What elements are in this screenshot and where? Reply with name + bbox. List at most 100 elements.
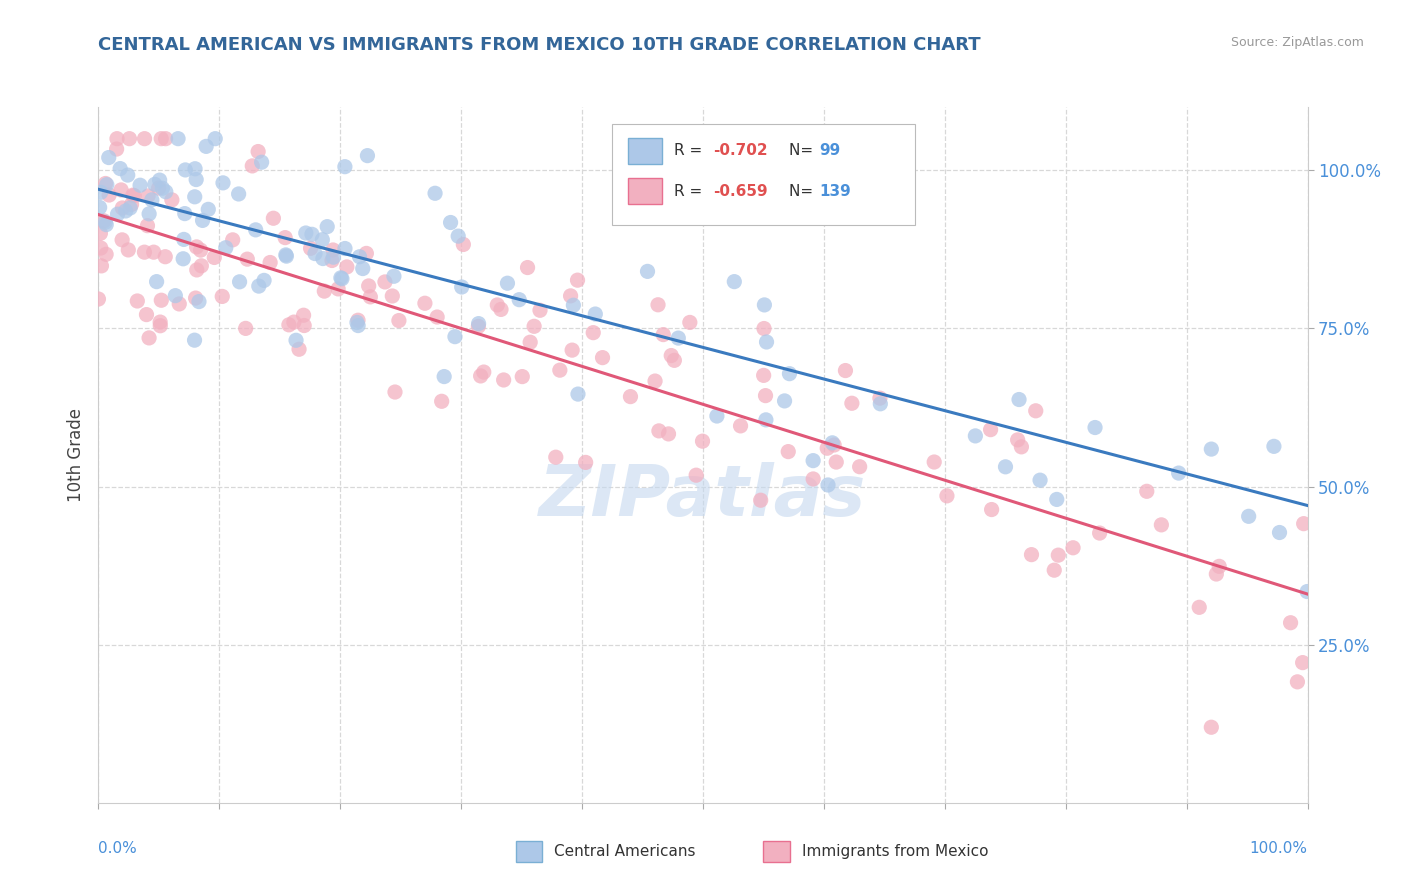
Point	[356, 148, 378, 162]
Point	[575, 455, 598, 469]
Point	[685, 468, 707, 483]
Bar	[763, 841, 790, 862]
Point	[312, 252, 335, 266]
Point	[516, 260, 538, 275]
Point	[150, 131, 173, 145]
Point	[965, 429, 987, 443]
Point	[333, 160, 356, 174]
Point	[122, 188, 145, 202]
Point	[186, 172, 208, 186]
Point	[869, 397, 891, 411]
Point	[330, 271, 353, 285]
Point	[801, 453, 824, 467]
Point	[657, 426, 679, 441]
FancyBboxPatch shape	[612, 124, 915, 226]
Point	[108, 161, 131, 176]
Point	[121, 197, 143, 211]
Point	[211, 289, 233, 303]
Point	[1292, 516, 1315, 531]
Point	[652, 327, 675, 342]
Point	[145, 275, 167, 289]
Point	[523, 319, 546, 334]
Point	[87, 292, 110, 306]
Point	[105, 142, 128, 156]
Point	[548, 363, 571, 377]
Point	[274, 248, 297, 262]
Point	[236, 252, 259, 267]
Point	[138, 207, 160, 221]
Point	[90, 186, 112, 200]
Point	[1286, 674, 1309, 689]
Point	[492, 373, 515, 387]
Point	[322, 250, 344, 264]
Point	[1084, 420, 1107, 434]
Point	[301, 227, 323, 242]
Point	[994, 459, 1017, 474]
Point	[1150, 517, 1173, 532]
Point	[349, 250, 371, 264]
Text: N=: N=	[789, 184, 818, 199]
Point	[141, 193, 163, 207]
Point	[167, 131, 190, 145]
Point	[430, 394, 453, 409]
Point	[117, 168, 139, 182]
Point	[259, 255, 281, 269]
Point	[173, 232, 195, 246]
Point	[135, 308, 157, 322]
Point	[815, 441, 838, 455]
Text: 100.0%: 100.0%	[1250, 841, 1308, 856]
Point	[450, 280, 472, 294]
Point	[817, 478, 839, 492]
Point	[935, 489, 957, 503]
Point	[149, 173, 172, 187]
Text: Immigrants from Mexico: Immigrants from Mexico	[803, 844, 988, 859]
Point	[1043, 563, 1066, 577]
Point	[749, 493, 772, 508]
Point	[292, 308, 315, 322]
Point	[561, 343, 583, 358]
Point	[752, 321, 775, 335]
Point	[326, 282, 349, 296]
Point	[644, 374, 666, 388]
Point	[148, 181, 170, 195]
Point	[453, 237, 475, 252]
Point	[433, 369, 456, 384]
Text: N=: N=	[789, 144, 818, 159]
Point	[388, 313, 411, 327]
Y-axis label: 10th Grade: 10th Grade	[66, 408, 84, 502]
Point	[754, 389, 776, 403]
Point	[215, 241, 238, 255]
Text: -0.702: -0.702	[713, 144, 768, 159]
Point	[245, 223, 267, 237]
Text: R =: R =	[673, 144, 707, 159]
Point	[204, 131, 226, 145]
Point	[347, 313, 370, 327]
Point	[117, 243, 139, 257]
Point	[222, 233, 245, 247]
Point	[1208, 559, 1230, 574]
Point	[1008, 392, 1031, 407]
Point	[98, 188, 121, 202]
Point	[136, 189, 159, 203]
Point	[567, 273, 589, 287]
Point	[544, 450, 567, 465]
Point	[114, 203, 136, 218]
Point	[314, 284, 336, 298]
Point	[142, 245, 165, 260]
Point	[299, 241, 322, 255]
Text: 139: 139	[820, 184, 851, 199]
Text: R =: R =	[673, 184, 707, 199]
Point	[666, 331, 689, 345]
Point	[183, 333, 205, 347]
Point	[1188, 600, 1211, 615]
Point	[659, 349, 682, 363]
Point	[583, 307, 606, 321]
Point	[105, 131, 128, 145]
Point	[174, 163, 197, 178]
Text: -0.659: -0.659	[713, 184, 768, 199]
Point	[841, 396, 863, 410]
Point	[754, 298, 776, 312]
Point	[1291, 656, 1313, 670]
Point	[191, 213, 214, 227]
Point	[155, 185, 177, 199]
